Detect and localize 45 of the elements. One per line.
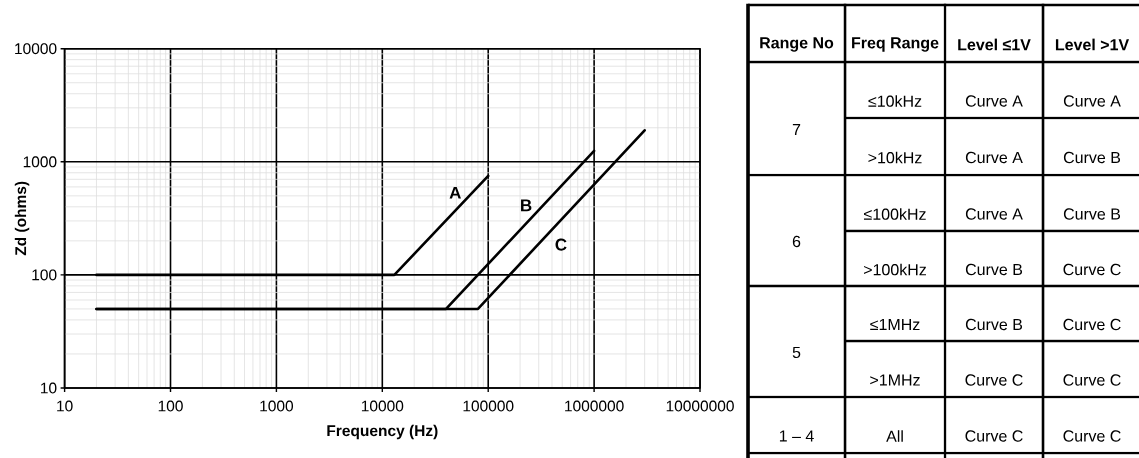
y-tick-label: 100 (32, 269, 57, 281)
text: Curve C (1063, 263, 1121, 276)
x-tick-label: 100000 (463, 400, 514, 412)
series-label: A (449, 186, 461, 199)
text: Curve A (965, 208, 1023, 220)
text: Curve C (965, 374, 1023, 386)
text: ≤100kHz (863, 208, 926, 220)
text: 1 – 4 (779, 430, 814, 442)
text: 5 (792, 346, 801, 359)
x-axis-title: Frequency (Hz) (327, 424, 438, 440)
text: 6 (792, 235, 801, 248)
x-tick-label: 10 (57, 400, 73, 412)
series-label: C (555, 238, 567, 251)
series-label: B (521, 199, 532, 212)
text: 7 (792, 123, 801, 135)
x-tick-label: 100 (158, 400, 183, 412)
text: Curve B (1063, 151, 1121, 164)
text: Curve A (1063, 95, 1121, 107)
text: Curve C (1063, 318, 1121, 331)
y-tick-label: 1000 (23, 156, 57, 168)
text: Curve C (1063, 374, 1121, 386)
text: Level ≤1V (958, 38, 1031, 51)
x-tick-label: 10000 (361, 400, 404, 412)
text: Curve B (965, 318, 1023, 331)
text: Curve A (965, 151, 1023, 164)
text: >10kHz (868, 151, 922, 164)
text: Curve B (1063, 208, 1121, 220)
x-tick-label: 1000 (260, 400, 294, 412)
y-axis-title: Zd (ohms) (14, 181, 30, 256)
text: Curve C (965, 430, 1023, 442)
text: ≤1MHz (870, 318, 920, 330)
text: Curve C (1063, 430, 1121, 442)
text: Curve B (965, 263, 1023, 276)
x-tick-label: 1000000 (565, 400, 624, 412)
text: >100kHz (864, 263, 926, 276)
text: Freq Range (852, 37, 939, 52)
text: Curve A (965, 95, 1023, 107)
text: Level >1V (1055, 38, 1130, 51)
text: >1MHz (870, 374, 920, 386)
text: ≤10kHz (868, 95, 922, 107)
y-tick-label: 10000 (15, 43, 57, 55)
text: Range No (760, 37, 834, 52)
x-tick-label: 10000000 (666, 400, 734, 412)
text: All (886, 430, 903, 442)
y-tick-label: 10 (41, 382, 57, 394)
